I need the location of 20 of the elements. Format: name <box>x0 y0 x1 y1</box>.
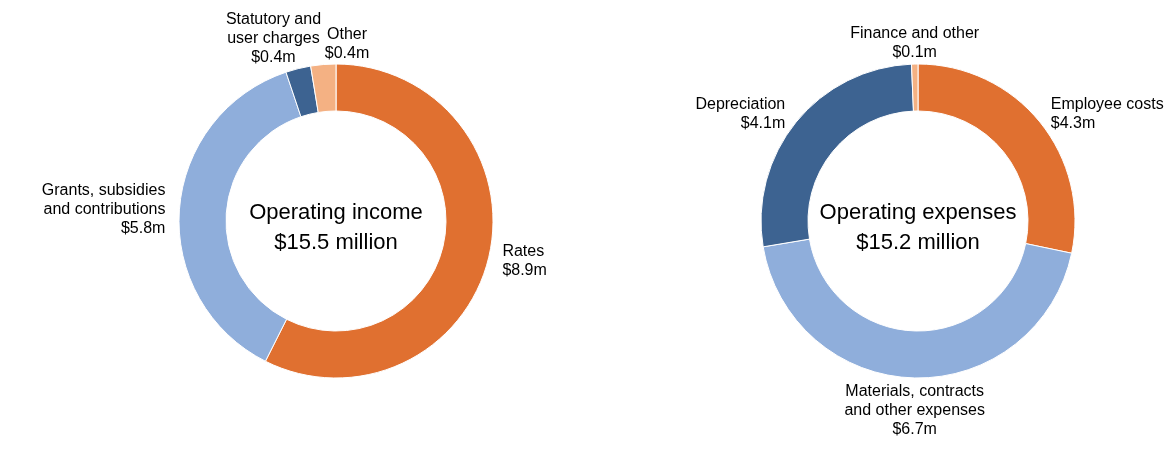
slice-label: Grants, subsidies and contributions <box>41 181 166 218</box>
text: Operating expenses <box>819 199 1017 224</box>
text: $15.5 million <box>274 229 398 254</box>
text: Operating income <box>249 199 423 224</box>
text: $15.2 million <box>856 229 980 254</box>
slice-label: Finance and other <box>850 24 980 42</box>
slice-label: Statutory and user charges <box>225 9 322 46</box>
slice-label: Employee costs <box>1050 95 1164 113</box>
data-label: $6.7m <box>892 419 937 437</box>
data-label: $0.4m <box>251 47 296 65</box>
slice-label: Other <box>327 24 368 42</box>
slice-label: Depreciation <box>695 95 786 113</box>
data-label: $0.4m <box>324 43 370 61</box>
data-label: $4.3m <box>1050 114 1096 132</box>
data-label: $8.9m <box>502 261 547 279</box>
data-label: $5.8m <box>120 219 166 237</box>
data-label: $4.1m <box>740 114 786 132</box>
slice-label: Materials, contracts and other expenses <box>844 381 985 418</box>
data-label: $0.1m <box>892 43 937 61</box>
slice-label: Rates <box>502 242 545 260</box>
